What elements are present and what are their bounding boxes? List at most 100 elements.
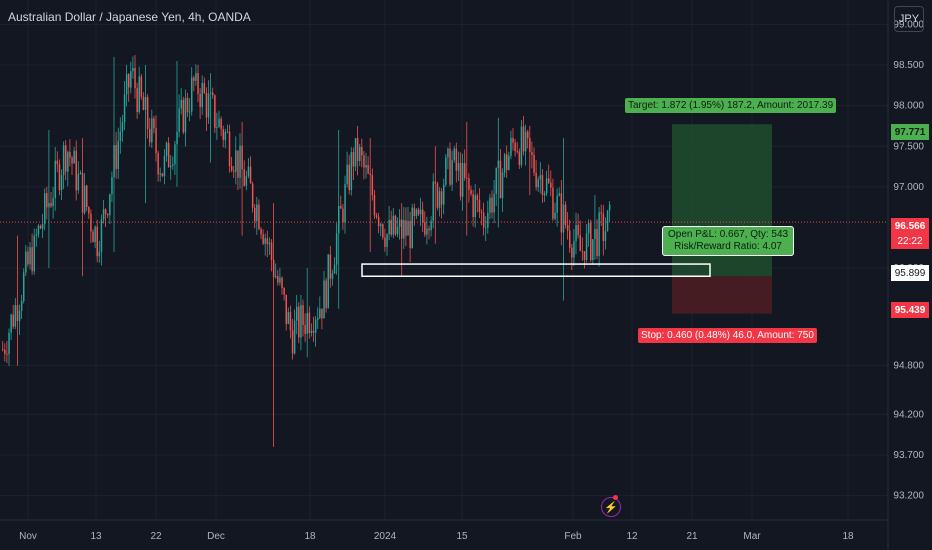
candle-body [493, 193, 495, 213]
candle-body [344, 184, 346, 223]
candle-body [39, 225, 42, 229]
x-tick-label: Feb [564, 531, 582, 542]
x-tick-label: 2024 [374, 531, 397, 542]
candle-body [94, 226, 96, 243]
candle-body [159, 173, 161, 175]
candle-body [167, 142, 170, 168]
candle-body [144, 96, 147, 110]
candle-body [348, 164, 350, 191]
candle-body [537, 179, 539, 188]
candle-body [543, 193, 546, 195]
candle-body [398, 219, 401, 227]
candle-body [104, 209, 107, 215]
candle-body [170, 165, 172, 168]
candle-body [56, 160, 59, 165]
candle-body [298, 306, 300, 338]
candle-body [594, 228, 596, 240]
candle-body [283, 288, 285, 295]
candle-body [79, 172, 82, 175]
candle-body [384, 237, 386, 247]
candle-body [575, 225, 577, 242]
last-price-label: 96.566 [891, 218, 929, 234]
candle-body [312, 330, 315, 333]
candle-body [443, 184, 445, 205]
candle-body [380, 224, 382, 227]
candle-body [436, 183, 439, 208]
candle-body [573, 241, 575, 258]
candle-body [445, 157, 447, 185]
candle-body [46, 193, 48, 208]
candle-body [304, 324, 306, 334]
y-tick-label: 97.500 [893, 141, 924, 152]
stop-zone [672, 276, 772, 314]
target-label: Target: 1.872 (1.95%) 187.2, Amount: 201… [625, 98, 837, 113]
x-tick-label: 22 [150, 531, 162, 542]
candle-body [178, 108, 180, 132]
candle-body [510, 137, 512, 156]
candle-body [92, 231, 94, 243]
candle-body [569, 230, 571, 248]
candle-body [323, 280, 325, 319]
candle-body [60, 175, 63, 191]
candle-body [495, 167, 497, 194]
candle-body [338, 206, 340, 234]
x-tick-label: Mar [743, 531, 761, 542]
x-tick-label: 12 [626, 531, 638, 542]
candle-body [466, 178, 468, 179]
candle-body [191, 77, 193, 112]
candle-body [535, 172, 537, 188]
candle-body [411, 207, 413, 248]
candle-body [306, 312, 308, 334]
candle-body [212, 92, 214, 96]
candle-body [23, 272, 25, 301]
candle-body [602, 213, 605, 242]
candle-body [401, 219, 403, 239]
candle-body [413, 207, 416, 217]
candle-body [268, 242, 271, 245]
lightning-icon[interactable]: ⚡ [601, 497, 621, 517]
candle-body [453, 148, 455, 161]
candle-body [606, 210, 609, 232]
candle-body [18, 310, 21, 322]
candle-body [405, 220, 407, 236]
y-tick-label: 94.800 [893, 361, 924, 372]
candle-body [277, 276, 279, 283]
candle-body [8, 332, 10, 355]
grid-lines [0, 0, 889, 550]
candle-body [531, 152, 533, 155]
candle-body [195, 73, 197, 81]
time-axis[interactable]: Nov 13 22 Dec 18 2024 15 Feb 12 21 Mar 18 [19, 531, 854, 542]
candle-body [58, 164, 61, 191]
price-axis[interactable]: 99.00098.50098.00097.50097.00096.00094.8… [893, 19, 924, 501]
candle-body [48, 202, 50, 208]
candle-body [254, 207, 256, 221]
candle-body [585, 233, 588, 260]
candle-body [464, 163, 466, 179]
candle-body [558, 193, 560, 196]
candle-body [548, 178, 550, 183]
candle-body [6, 353, 8, 355]
candle-body [329, 254, 332, 279]
candle-body [209, 92, 212, 94]
candle-body [587, 222, 590, 234]
candle-body [541, 175, 544, 195]
candle-body [222, 129, 224, 140]
candle-body [35, 234, 38, 236]
candle-body [243, 169, 245, 186]
candle-body [377, 216, 380, 227]
candle-body [352, 152, 355, 167]
candle-body [281, 277, 283, 289]
candle-body [600, 212, 602, 214]
candle-body [409, 221, 411, 248]
candle-body [270, 242, 273, 260]
candle-body [115, 144, 117, 169]
currency-button[interactable]: JPY [894, 6, 924, 32]
candle-body [482, 212, 485, 228]
candle-body [201, 83, 203, 108]
candle-body [518, 151, 521, 166]
candle-body [566, 225, 569, 231]
candle-body [130, 71, 132, 88]
y-tick-label: 93.200 [893, 491, 924, 502]
